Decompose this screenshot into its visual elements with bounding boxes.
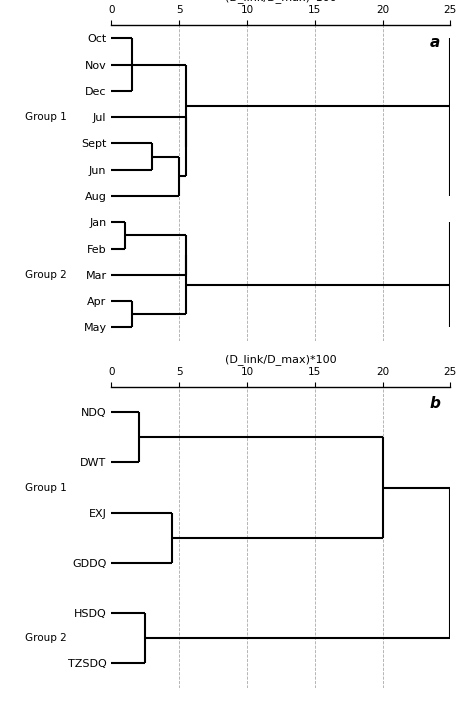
X-axis label: (D_link/D_max)*100: (D_link/D_max)*100 <box>225 354 337 365</box>
Text: Group 1: Group 1 <box>25 483 67 493</box>
X-axis label: (D_link/D_max)*100: (D_link/D_max)*100 <box>225 0 337 3</box>
Text: Group 2: Group 2 <box>25 633 67 643</box>
Text: Group 1: Group 1 <box>25 112 67 122</box>
Text: a: a <box>430 34 440 49</box>
Text: Group 2: Group 2 <box>25 270 67 280</box>
Text: b: b <box>429 397 440 412</box>
